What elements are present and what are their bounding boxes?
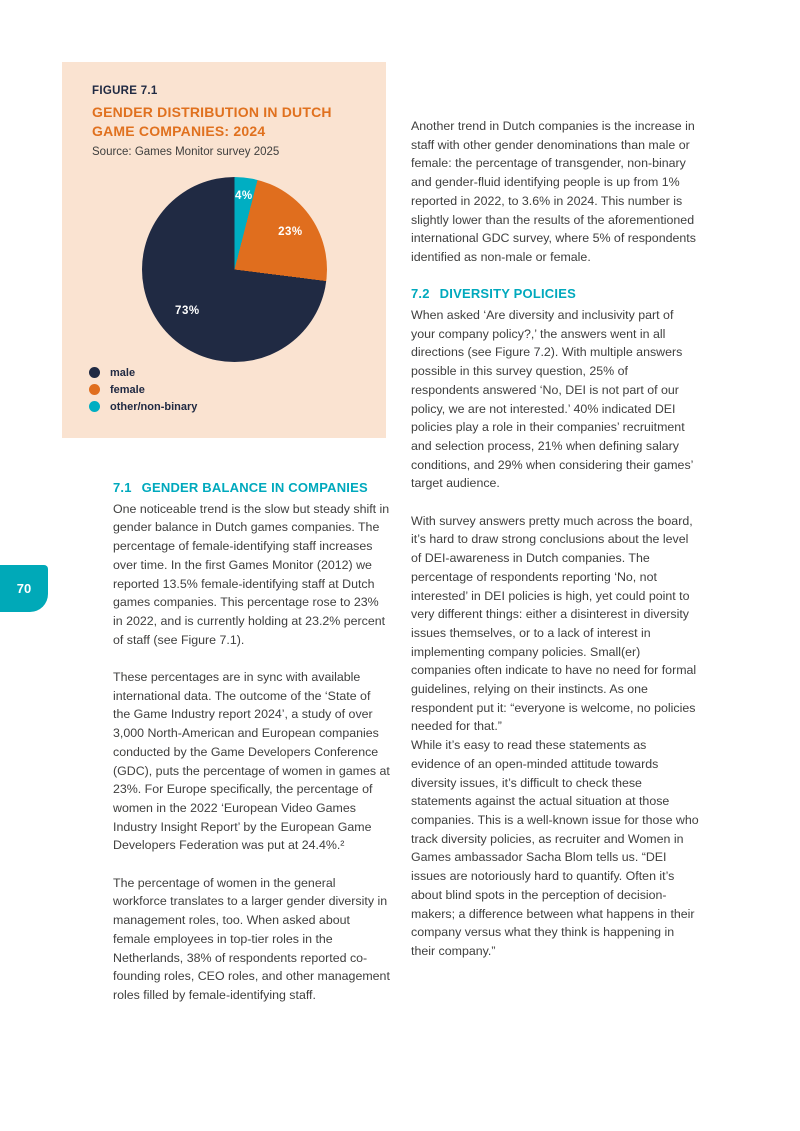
- page-number-tab: 70: [0, 565, 48, 612]
- section-title: DIVERSITY POLICIES: [439, 286, 576, 302]
- figure-label: FIGURE 7.1: [92, 85, 158, 97]
- legend-item-female: female: [89, 383, 197, 396]
- legend-dot-other-non-binary: [89, 401, 100, 412]
- section-heading-7-1: 7.1 GENDER BALANCE IN COMPANIES: [113, 479, 390, 498]
- figure-title: GENDER DISTRIBUTION IN DUTCH GAME COMPAN…: [92, 104, 332, 139]
- paragraph: These percentages are in sync with avail…: [113, 670, 390, 853]
- legend-dot-female: [89, 384, 100, 395]
- legend-item-male: male: [89, 366, 197, 379]
- paragraph: When asked ‘Are diversity and inclusivit…: [411, 308, 693, 491]
- section-heading-7-2: 7.2 DIVERSITY POLICIES: [411, 285, 699, 304]
- legend-label: female: [110, 383, 145, 396]
- section-title: GENDER BALANCE IN COMPANIES: [141, 480, 368, 495]
- right-column: Another trend in Dutch companies is the …: [411, 117, 699, 979]
- section-number: 7.1: [113, 480, 132, 495]
- pie-chart: 4% 23% 73%: [142, 177, 327, 362]
- pie-value-label-female: 23%: [278, 225, 303, 238]
- section-number: 7.2: [411, 286, 430, 302]
- pie-value-label-other-non-binary: 4%: [234, 190, 253, 203]
- left-column-paragraphs: One noticeable trend is the slow but ste…: [113, 500, 390, 1005]
- figure-panel: FIGURE 7.1 GENDER DISTRIBUTION IN DUTCH …: [62, 62, 386, 438]
- paragraph: One noticeable trend is the slow but ste…: [113, 501, 390, 647]
- left-column: 7.1 GENDER BALANCE IN COMPANIES One notic…: [113, 461, 390, 1023]
- right-column-paragraphs: When asked ‘Are diversity and inclusivit…: [411, 306, 699, 961]
- legend-item-other-non-binary: other/non-binary: [89, 400, 198, 413]
- paragraph: With survey answers pretty much across t…: [411, 513, 699, 958]
- paragraph: Another trend in Dutch companies is the …: [411, 119, 696, 264]
- page-number: 70: [16, 581, 32, 596]
- pie-legend: male female other/non-binary: [89, 367, 197, 418]
- legend-label: other/non-binary: [110, 400, 198, 413]
- legend-dot-male: [89, 367, 100, 378]
- legend-label: male: [110, 366, 136, 379]
- paragraph: The percentage of women in the general w…: [113, 875, 390, 1002]
- figure-source: Source: Games Monitor survey 2025: [92, 146, 280, 158]
- pie-value-label-male: 73%: [175, 305, 200, 318]
